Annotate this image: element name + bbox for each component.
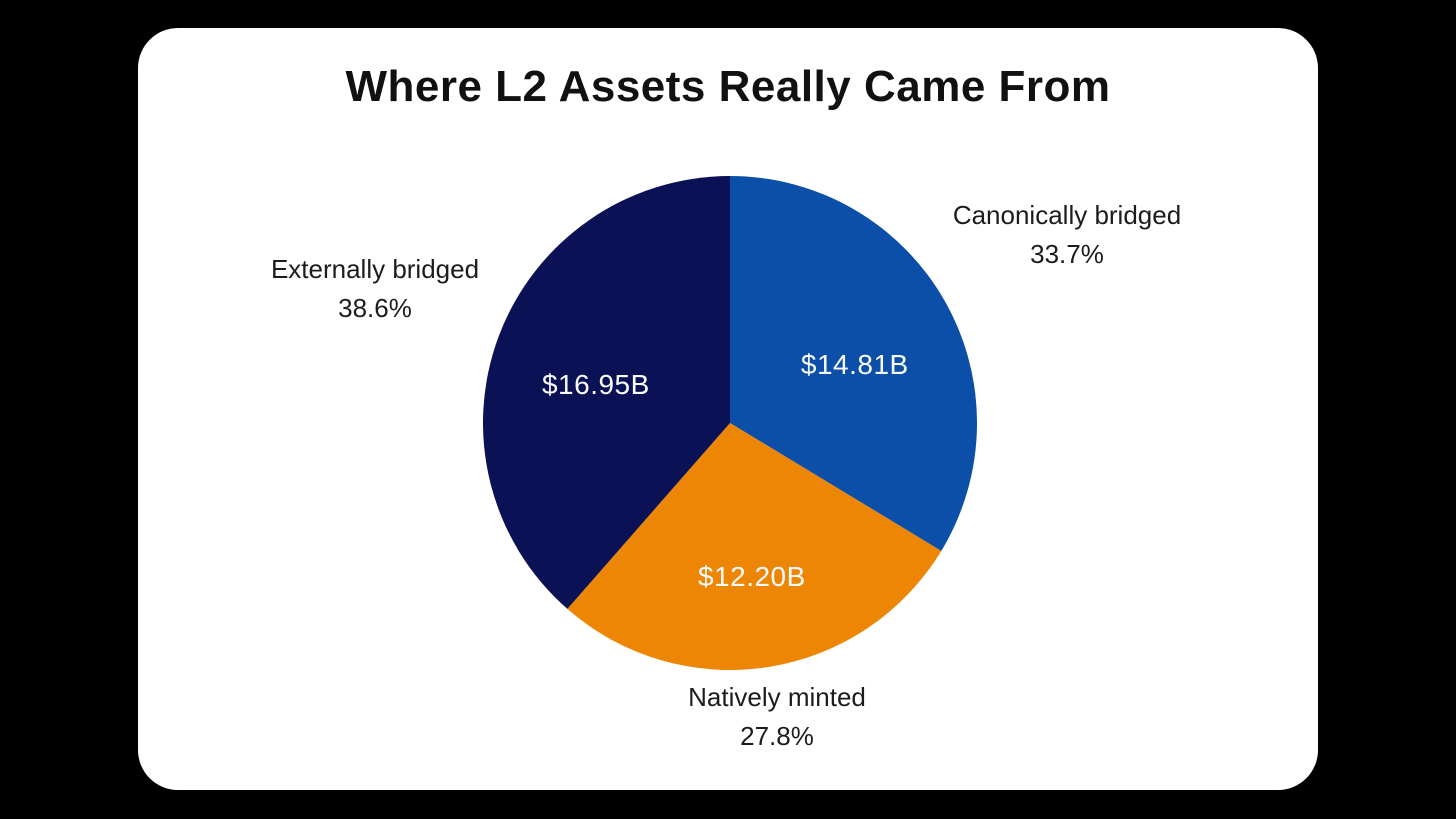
outer-label-externally-bridged: Externally bridged 38.6% — [205, 250, 545, 328]
pie-slice-canonically-bridged — [730, 176, 977, 551]
chart-card: Where L2 Assets Really Came From $14.81B… — [138, 28, 1318, 790]
slice-name-label: Externally bridged — [270, 254, 480, 284]
slice-value-canonically-bridged: $14.81B — [800, 348, 909, 380]
outer-label-canonically-bridged: Canonically bridged 33.7% — [897, 196, 1237, 274]
slice-name-label: Natively minted — [688, 682, 866, 712]
outer-label-natively-minted: Natively minted 27.8% — [607, 678, 947, 756]
pie-slice-externally-bridged — [483, 176, 730, 609]
slice-name-label: Canonically bridged — [952, 200, 1182, 230]
slice-percent-label: 33.7% — [1030, 239, 1104, 269]
slice-percent-label: 27.8% — [740, 721, 814, 751]
pie-chart-svg — [483, 176, 977, 670]
pie-slice-natively-minted — [567, 423, 942, 670]
chart-title: Where L2 Assets Really Came From — [345, 62, 1111, 111]
slice-value-externally-bridged: $16.95B — [541, 368, 650, 400]
slice-percent-label: 38.6% — [338, 293, 412, 323]
pie-chart: $14.81B $12.20B $16.95B — [483, 176, 977, 670]
slice-value-natively-minted: $12.20B — [697, 560, 806, 592]
